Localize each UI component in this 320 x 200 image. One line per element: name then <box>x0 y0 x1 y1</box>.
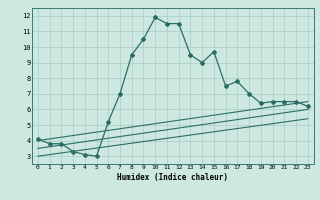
X-axis label: Humidex (Indice chaleur): Humidex (Indice chaleur) <box>117 173 228 182</box>
